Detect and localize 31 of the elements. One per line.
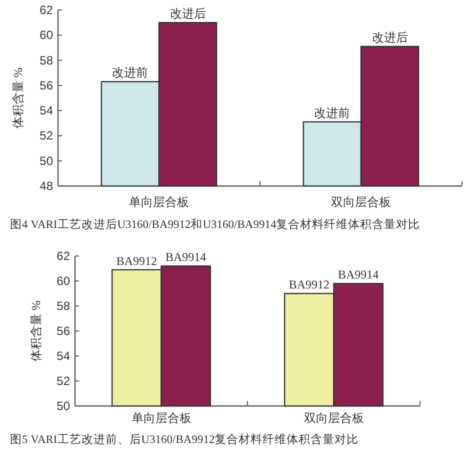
y-tick-label: 54	[40, 104, 54, 118]
text: 图5 VARI工艺改进前、后U3160/BA9912复合材料纤维体积含量对比	[10, 432, 359, 446]
y-tick-label: 58	[40, 53, 54, 68]
y-tick-label: 50	[56, 399, 70, 413]
text: BA9912	[288, 278, 330, 292]
y-tick-label: 56	[40, 78, 54, 92]
series-label: 改进前	[112, 66, 148, 80]
y-tick-label: 60	[56, 274, 70, 288]
y-tick-label: 58	[56, 299, 70, 313]
y-tick-label: 50	[40, 154, 54, 168]
x-tick-label: 单向层合板	[129, 195, 189, 209]
y-axis-title: 体积含量 %	[11, 68, 25, 128]
y-tick-label: 52	[40, 128, 54, 143]
y-tick-label: 62	[40, 3, 54, 17]
x-tick-label: 双向层合板	[331, 195, 391, 209]
y-tick-label: 52	[56, 374, 70, 388]
x-tick-label: 单向层合板	[131, 411, 192, 425]
y-axis-title: 体积含量 %	[29, 300, 43, 362]
y-tick-label: 54	[56, 349, 70, 363]
y-tick-label: 56	[56, 324, 70, 338]
series-label: 改进后	[170, 6, 206, 21]
x-tick-label: 双向层合板	[304, 411, 364, 425]
text: 图4 VARI工艺改进后U3160/BA9912和U3160/BA9914复合材料纤维体积含量对比	[10, 217, 420, 231]
y-tick-label: 48	[40, 179, 54, 193]
text: BA9914	[338, 268, 379, 282]
series-label: BA9914	[165, 250, 206, 264]
y-tick-label: 62	[56, 249, 70, 263]
text: 改进前	[314, 106, 350, 120]
series-label: BA9912	[116, 254, 158, 268]
y-tick-label: 60	[40, 28, 54, 42]
text: 改进后	[372, 30, 408, 44]
